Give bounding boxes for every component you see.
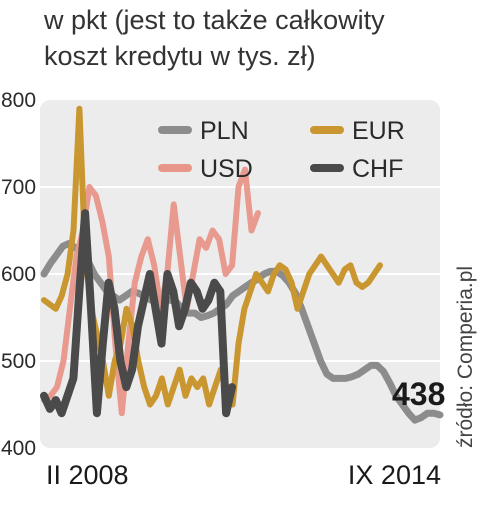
y-tick-label-600: 600 [1, 263, 36, 286]
legend-label-pln: PLN [200, 117, 249, 145]
x-axis-start-label: II 2008 [46, 460, 129, 490]
y-tick-label-800: 800 [1, 89, 36, 112]
series-line-chf [40, 209, 236, 418]
source-label: źródło: Comperia.pl [454, 266, 477, 448]
subtitle-line-1: w pkt (jest to także całkowity [44, 5, 385, 35]
y-axis-ticks: 400 500 600 700 800 [1, 89, 36, 460]
series-lines [40, 105, 444, 424]
legend-label-chf: CHF [352, 155, 403, 183]
legend-label-usd: USD [200, 155, 253, 183]
chart-subtitle: w pkt (jest to także całkowity koszt kre… [44, 2, 464, 74]
legend-label-eur: EUR [352, 117, 405, 145]
y-tick-label-500: 500 [1, 350, 36, 373]
pln-end-value-label: 438 [392, 376, 445, 412]
legend: PLN EUR USD CHF [158, 117, 405, 183]
x-axis-end-label: IX 2014 [348, 460, 441, 490]
subtitle-line-2: koszt kredytu w tys. zł) [44, 41, 316, 71]
y-tick-label-700: 700 [1, 176, 36, 199]
y-tick-label-400: 400 [1, 437, 36, 460]
